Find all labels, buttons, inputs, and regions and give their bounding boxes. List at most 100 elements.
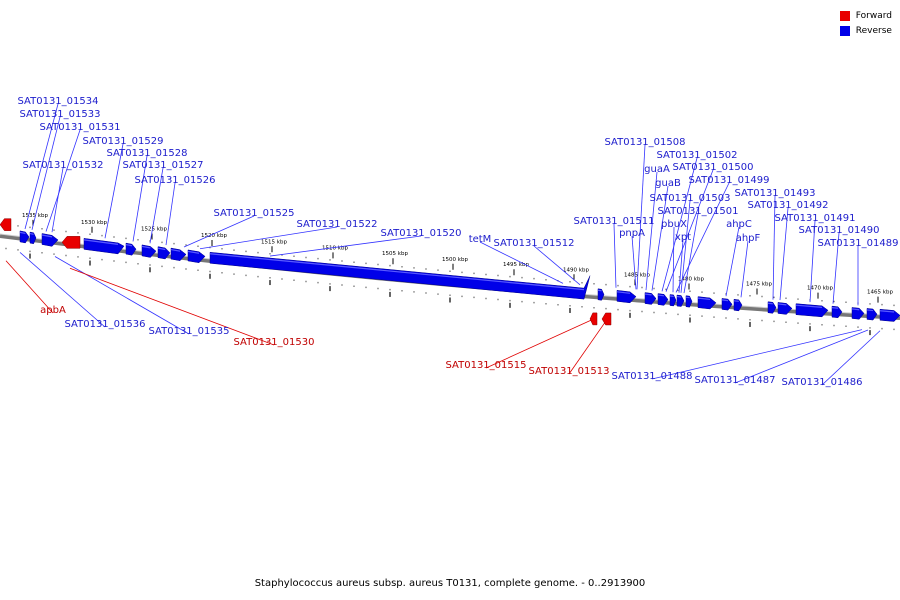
forward-gene[interactable] [589, 312, 598, 326]
reverse-gene[interactable] [831, 305, 843, 319]
tick-label: 1505 kbp [382, 251, 408, 257]
gene-label[interactable]: SAT0131_01491 [775, 213, 856, 224]
leader-line [809, 220, 816, 303]
tick-label: 1495 kbp [503, 262, 529, 268]
reverse-gene[interactable] [170, 247, 187, 261]
gene-label[interactable]: SAT0131_01502 [657, 150, 738, 161]
gene-label[interactable]: SAT0131_01486 [782, 377, 863, 388]
gene-label[interactable]: SAT0131_01534 [18, 96, 99, 107]
tick-label: 1515 kbp [261, 239, 287, 245]
gene-label[interactable]: SAT0131_01500 [673, 162, 754, 173]
gene-label[interactable]: ahpF [736, 233, 761, 244]
gene-label[interactable]: tetM [469, 234, 492, 245]
gene-label[interactable]: pbuX [661, 219, 687, 230]
reverse-gene[interactable] [669, 294, 677, 307]
tick-label: 1465 kbp [867, 290, 893, 296]
gene-label[interactable]: SAT0131_01535 [149, 326, 230, 337]
gene-label[interactable]: SAT0131_01520 [381, 228, 462, 239]
reverse-gene[interactable] [157, 246, 171, 260]
gene-shine [157, 247, 166, 251]
gene-label[interactable]: SAT0131_01530 [234, 337, 315, 348]
reverse-gene[interactable] [187, 249, 206, 264]
reverse-gene[interactable] [685, 295, 693, 308]
leader-line [165, 182, 176, 246]
gene-label[interactable]: guaA [644, 164, 670, 175]
leader-line [19, 252, 106, 328]
forward-gene[interactable] [0, 218, 12, 231]
reverse-gene[interactable] [721, 298, 733, 311]
leader-line [69, 267, 275, 346]
reverse-gene[interactable] [19, 230, 30, 244]
gene-label[interactable]: SAT0131_01508 [605, 137, 686, 148]
gene-shine [733, 300, 739, 302]
gene-label[interactable]: SAT0131_01529 [83, 136, 164, 147]
reverse-gene[interactable] [851, 307, 865, 320]
gene-label[interactable]: SAT0131_01512 [494, 238, 575, 249]
leader-line [183, 215, 255, 248]
leader-line [832, 232, 840, 304]
forward-gene[interactable] [601, 312, 612, 326]
leader-line [269, 235, 422, 257]
reverse-gene[interactable] [733, 299, 743, 312]
reverse-gene[interactable] [657, 293, 669, 306]
reverse-gene[interactable] [777, 302, 793, 315]
reverse-gene[interactable] [41, 233, 59, 247]
gene-label[interactable]: SAT0131_01533 [20, 109, 101, 120]
gene-label[interactable]: SAT0131_01490 [799, 225, 880, 236]
gene-label[interactable]: SAT0131_01492 [748, 200, 829, 211]
gene-label[interactable]: apbA [40, 305, 66, 316]
gene-label[interactable]: SAT0131_01488 [612, 371, 693, 382]
gene-label[interactable]: SAT0131_01499 [689, 175, 770, 186]
gene-label[interactable]: SAT0131_01532 [23, 160, 104, 171]
leader-line [132, 155, 148, 242]
gene-label[interactable]: SAT0131_01503 [650, 193, 731, 204]
gene-label[interactable]: ahpC [726, 219, 752, 230]
reverse-gene[interactable] [676, 294, 685, 307]
leader-line [479, 241, 564, 284]
forward-gene[interactable] [61, 236, 81, 249]
reverse-gene[interactable] [141, 244, 157, 258]
reverse-gene[interactable] [597, 288, 605, 301]
reverse-gene[interactable] [767, 301, 777, 314]
gene-label[interactable]: SAT0131_01501 [658, 206, 739, 217]
gene-label[interactable]: xpt [675, 232, 691, 243]
gene-label[interactable]: SAT0131_01489 [818, 238, 899, 249]
leader-line [568, 320, 607, 375]
gene-label[interactable]: SAT0131_01493 [735, 188, 816, 199]
gene-label[interactable]: SAT0131_01528 [107, 148, 188, 159]
leader-line [51, 167, 64, 233]
reverse-gene[interactable] [125, 242, 137, 256]
leader-line [54, 256, 190, 335]
reverse-gene[interactable] [209, 252, 591, 300]
reverse-gene[interactable] [83, 238, 125, 255]
gene-shine [187, 250, 200, 254]
gene-label[interactable]: SAT0131_01515 [446, 360, 527, 371]
reverse-gene[interactable] [879, 308, 900, 322]
gene-label[interactable]: SAT0131_01487 [695, 375, 776, 386]
gene-label[interactable]: SAT0131_01511 [574, 216, 655, 227]
gene-label[interactable]: guaB [655, 178, 681, 189]
gene-label[interactable]: SAT0131_01525 [214, 208, 295, 219]
reverse-gene[interactable] [644, 292, 657, 305]
leader-line [651, 185, 669, 291]
gene-label[interactable]: SAT0131_01536 [65, 319, 146, 330]
gene-label[interactable]: pnpA [619, 228, 645, 239]
tick-label: 1510 kbp [322, 245, 348, 251]
gene-label[interactable]: SAT0131_01513 [529, 366, 610, 377]
reverse-gene[interactable] [29, 231, 37, 245]
reverse-gene[interactable] [697, 296, 717, 310]
leader-line [104, 143, 124, 239]
reverse-swatch [839, 25, 850, 36]
reverse-gene[interactable] [866, 308, 878, 321]
reverse-gene[interactable] [616, 290, 637, 304]
gene-label[interactable]: SAT0131_01527 [123, 160, 204, 171]
gene-shine [41, 234, 53, 238]
gene-shine [141, 245, 151, 249]
gene-shine [767, 302, 773, 305]
gene-shine [879, 310, 895, 313]
gene-shine [676, 295, 682, 298]
gene-shine [866, 309, 874, 312]
gene-label[interactable]: SAT0131_01522 [297, 219, 378, 230]
gene-label[interactable]: SAT0131_01531 [40, 122, 121, 133]
gene-label[interactable]: SAT0131_01526 [135, 175, 216, 186]
